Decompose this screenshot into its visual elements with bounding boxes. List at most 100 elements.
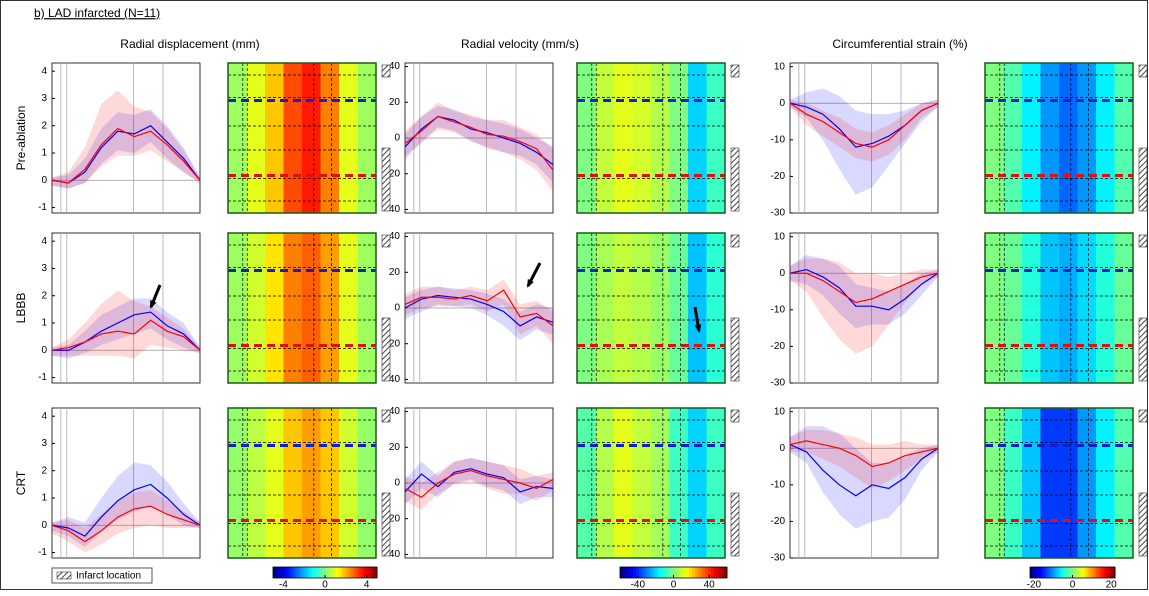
heat-cell — [357, 408, 377, 558]
y-tick-label: -20 — [771, 341, 786, 352]
y-tick-label: 0 — [41, 175, 47, 186]
heat-cell — [577, 233, 596, 383]
colorbar-step — [1085, 567, 1088, 578]
colorbar-step — [1104, 567, 1107, 578]
colorbar-step — [620, 567, 624, 578]
heat-cell — [1059, 408, 1078, 558]
colorbar-step — [364, 567, 368, 578]
colorbar-step — [678, 567, 683, 578]
series-line — [789, 444, 939, 497]
y-tick-label: -20 — [771, 516, 786, 527]
band — [790, 88, 938, 195]
colorbar-step — [660, 567, 664, 578]
colorbar-step — [1100, 567, 1103, 578]
y-tick-label: 20 — [389, 97, 401, 108]
heat-cell — [706, 63, 726, 213]
heat-cell — [1077, 63, 1097, 213]
heat-cell — [265, 63, 284, 213]
colorbar-step — [1034, 567, 1037, 578]
y-tick-label: 0 — [779, 443, 785, 454]
arrow-head — [527, 279, 534, 288]
y-tick-label: -10 — [771, 134, 786, 145]
colorbar-step — [275, 567, 279, 578]
arrow-head — [150, 300, 157, 309]
colorbar-step — [353, 567, 357, 578]
colorbar-step — [1078, 567, 1082, 578]
heat-cell — [357, 63, 377, 213]
colorbar-step — [670, 567, 674, 578]
y-tick-label: 0 — [779, 98, 785, 109]
colorbar-step — [1040, 567, 1044, 578]
heat-cell — [283, 408, 303, 558]
heat-cell — [320, 233, 340, 383]
heat-cell — [283, 233, 303, 383]
colorbar-step — [662, 567, 666, 578]
colorbar-step — [283, 567, 287, 578]
colorbar-step — [665, 567, 669, 578]
series-line — [789, 440, 939, 468]
colorbar-step — [1083, 567, 1086, 578]
band — [405, 286, 553, 341]
colorbar-step — [325, 567, 329, 578]
series-line — [789, 268, 939, 311]
infarct-bar — [1138, 234, 1148, 248]
colorbar-step — [638, 567, 642, 578]
y-tick-label: -20 — [386, 168, 401, 179]
colorbar-step — [301, 567, 305, 578]
colorbar-step — [1110, 567, 1114, 578]
legend-box — [51, 567, 153, 584]
colorbar-tick-label: -20 — [1027, 580, 1042, 591]
heat-cell — [1114, 408, 1134, 558]
band — [790, 99, 938, 162]
colorbar-step — [1051, 567, 1054, 578]
colorbar-step — [351, 567, 355, 578]
colorbar-step — [1057, 567, 1061, 578]
heat-cell — [688, 63, 707, 213]
figure-title: b) LAD infarcted (N=11) — [34, 6, 160, 20]
heat-cell — [320, 408, 340, 558]
y-tick-label: -30 — [771, 208, 786, 219]
heat-cell — [985, 408, 1004, 558]
row-label: Pre-ablation — [14, 106, 28, 171]
y-tick-label: 2 — [41, 290, 47, 301]
colorbar-tick-label: -4 — [279, 580, 288, 591]
heat-cell — [302, 63, 321, 213]
heat-cell — [651, 63, 670, 213]
colorbar-step — [676, 567, 680, 578]
column-title: Circumferential strain (%) — [832, 37, 967, 51]
colorbar-step — [622, 567, 626, 578]
band — [790, 429, 938, 489]
infarct-bar — [730, 317, 740, 382]
heat-cell — [669, 63, 689, 213]
heat-cell — [632, 408, 652, 558]
colorbar-step — [1066, 567, 1069, 578]
y-tick-label: 1 — [41, 148, 47, 159]
colorbar-step — [697, 567, 701, 578]
colorbar-step — [335, 567, 339, 578]
heat-cell — [985, 63, 1004, 213]
colorbar-tick-label: -40 — [631, 580, 646, 591]
legend-label: Infarct location — [76, 571, 141, 582]
heat-border — [227, 407, 377, 559]
colorbar-step — [356, 567, 360, 578]
heat-cell — [669, 233, 689, 383]
colorbar-step — [1061, 567, 1065, 578]
heat-border — [227, 232, 377, 384]
heat-cell — [283, 63, 303, 213]
colorbar-step — [710, 567, 715, 578]
colorbar-step — [1038, 567, 1042, 578]
colorbar-step — [340, 567, 344, 578]
colorbar-tick-label: 40 — [704, 580, 716, 591]
heat-cell — [357, 233, 377, 383]
infarct-bar — [730, 409, 740, 423]
heat-border — [576, 62, 726, 214]
legend-swatch — [56, 571, 72, 580]
plot-area — [789, 62, 939, 214]
infarct-bar — [730, 492, 740, 557]
band — [405, 458, 553, 505]
y-tick-label: -20 — [771, 171, 786, 182]
y-tick-label: -20 — [386, 513, 401, 524]
plot-area — [51, 232, 201, 384]
colorbar-step — [1059, 567, 1063, 578]
infarct-bar — [730, 147, 740, 212]
